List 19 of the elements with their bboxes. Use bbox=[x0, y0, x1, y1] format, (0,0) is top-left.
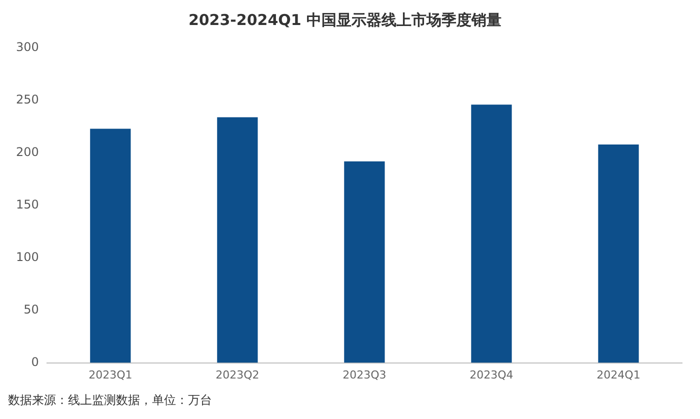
x-tick-label: 2023Q4 bbox=[470, 368, 514, 382]
x-tick-label: 2023Q2 bbox=[216, 368, 260, 382]
bar bbox=[471, 104, 512, 363]
x-tick-label: 2023Q3 bbox=[342, 368, 386, 382]
y-tick-label: 250 bbox=[16, 92, 39, 107]
y-tick-label: 0 bbox=[31, 354, 39, 369]
source-note: 数据来源：线上监测数据，单位：万台 bbox=[8, 392, 213, 409]
y-tick-label: 200 bbox=[16, 145, 39, 160]
y-tick-label: 100 bbox=[16, 250, 39, 264]
x-tick-label: 2024Q1 bbox=[596, 368, 640, 382]
bar bbox=[90, 128, 131, 363]
bar bbox=[344, 161, 385, 363]
bar bbox=[598, 144, 639, 363]
y-tick-label: 150 bbox=[16, 198, 39, 212]
bar bbox=[217, 117, 258, 363]
y-tick-label: 300 bbox=[16, 40, 39, 54]
y-tick-label: 50 bbox=[24, 302, 39, 316]
chart-title: 2023-2024Q1 中国显示器线上市场季度销量 bbox=[188, 10, 502, 29]
x-tick-label: 2023Q1 bbox=[88, 368, 132, 382]
